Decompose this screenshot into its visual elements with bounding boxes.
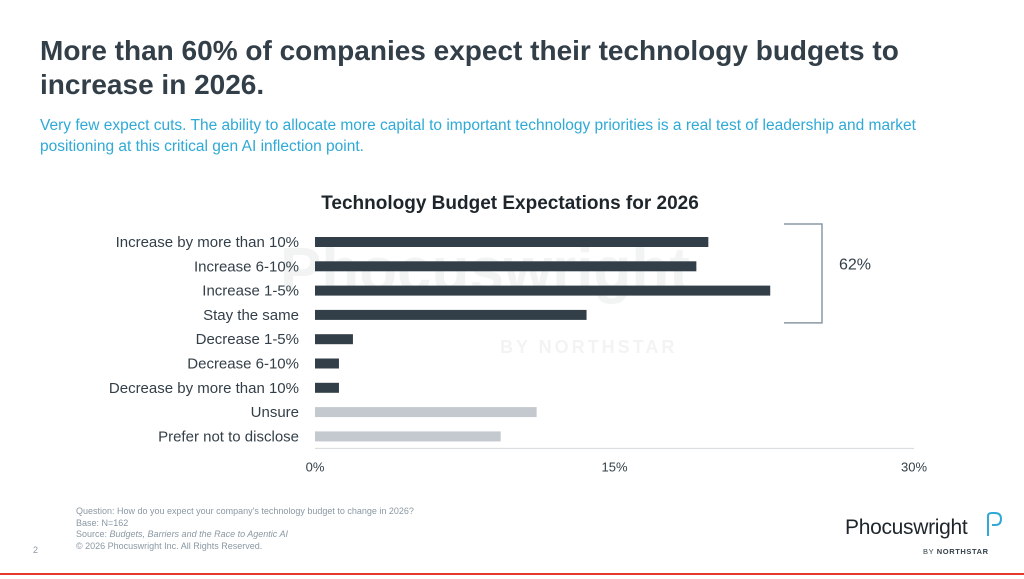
bar [315,431,501,442]
logo-sub: BY NORTHSTAR [923,547,989,556]
logo-by: BY [923,547,935,556]
footnote-copyright: © 2026 Phocuswright Inc. All Rights Rese… [76,540,263,551]
logo-name: Phocuswright [845,516,968,539]
bar-label: Increase 1-5% [202,283,299,300]
logo-p-icon [987,512,1003,536]
bar [315,285,771,296]
bar-label: Increase by more than 10% [116,234,299,251]
annotation-bracket [784,223,823,324]
x-tick-label: 15% [601,459,627,474]
bottom-accent-line [0,573,1024,575]
bar-label: Decrease 6-10% [187,356,299,373]
footnote-question: Question: How do you expect your company… [76,506,414,516]
page-number: 2 [33,545,39,555]
slide-title: More than 60% of companies expect their … [40,35,899,100]
bar-label: Increase 6-10% [194,258,299,275]
bar [315,261,697,272]
bar-label: Unsure [251,404,299,421]
footnote-source-title: Budgets, Barriers and the Race to Agenti… [109,529,288,539]
bar-label: Prefer not to disclose [158,428,299,445]
bar [315,309,587,320]
bar-label: Decrease 1-5% [196,331,299,348]
footnote-source-prefix: Source: [76,529,110,539]
footnote-base: Base: N=162 [76,517,129,528]
bar [315,358,339,369]
bar [315,407,537,418]
x-tick-label: 30% [901,459,927,474]
x-tick-label: 0% [306,459,325,474]
phocuswright-logo: Phocuswright BY NORTHSTAR [845,512,1003,560]
chart-title: Technology Budget Expectations for 2026 [321,193,699,214]
footnote-source: Source: Budgets, Barriers and the Race t… [76,529,414,541]
bar [315,334,353,345]
logo-northstar: NORTHSTAR [936,547,989,556]
bar-label: Stay the same [203,307,299,324]
bar [315,382,339,393]
slide-subtitle: Very few expect cuts. The ability to all… [40,117,916,155]
footnotes: Question: How do you expect your company… [76,506,414,552]
bar [315,237,709,247]
bar-label: Decrease by more than 10% [109,380,299,397]
annotation-label: 62% [839,256,871,273]
bar-chart: Increase by more than 10% Increase 6-10% I… [109,223,927,474]
